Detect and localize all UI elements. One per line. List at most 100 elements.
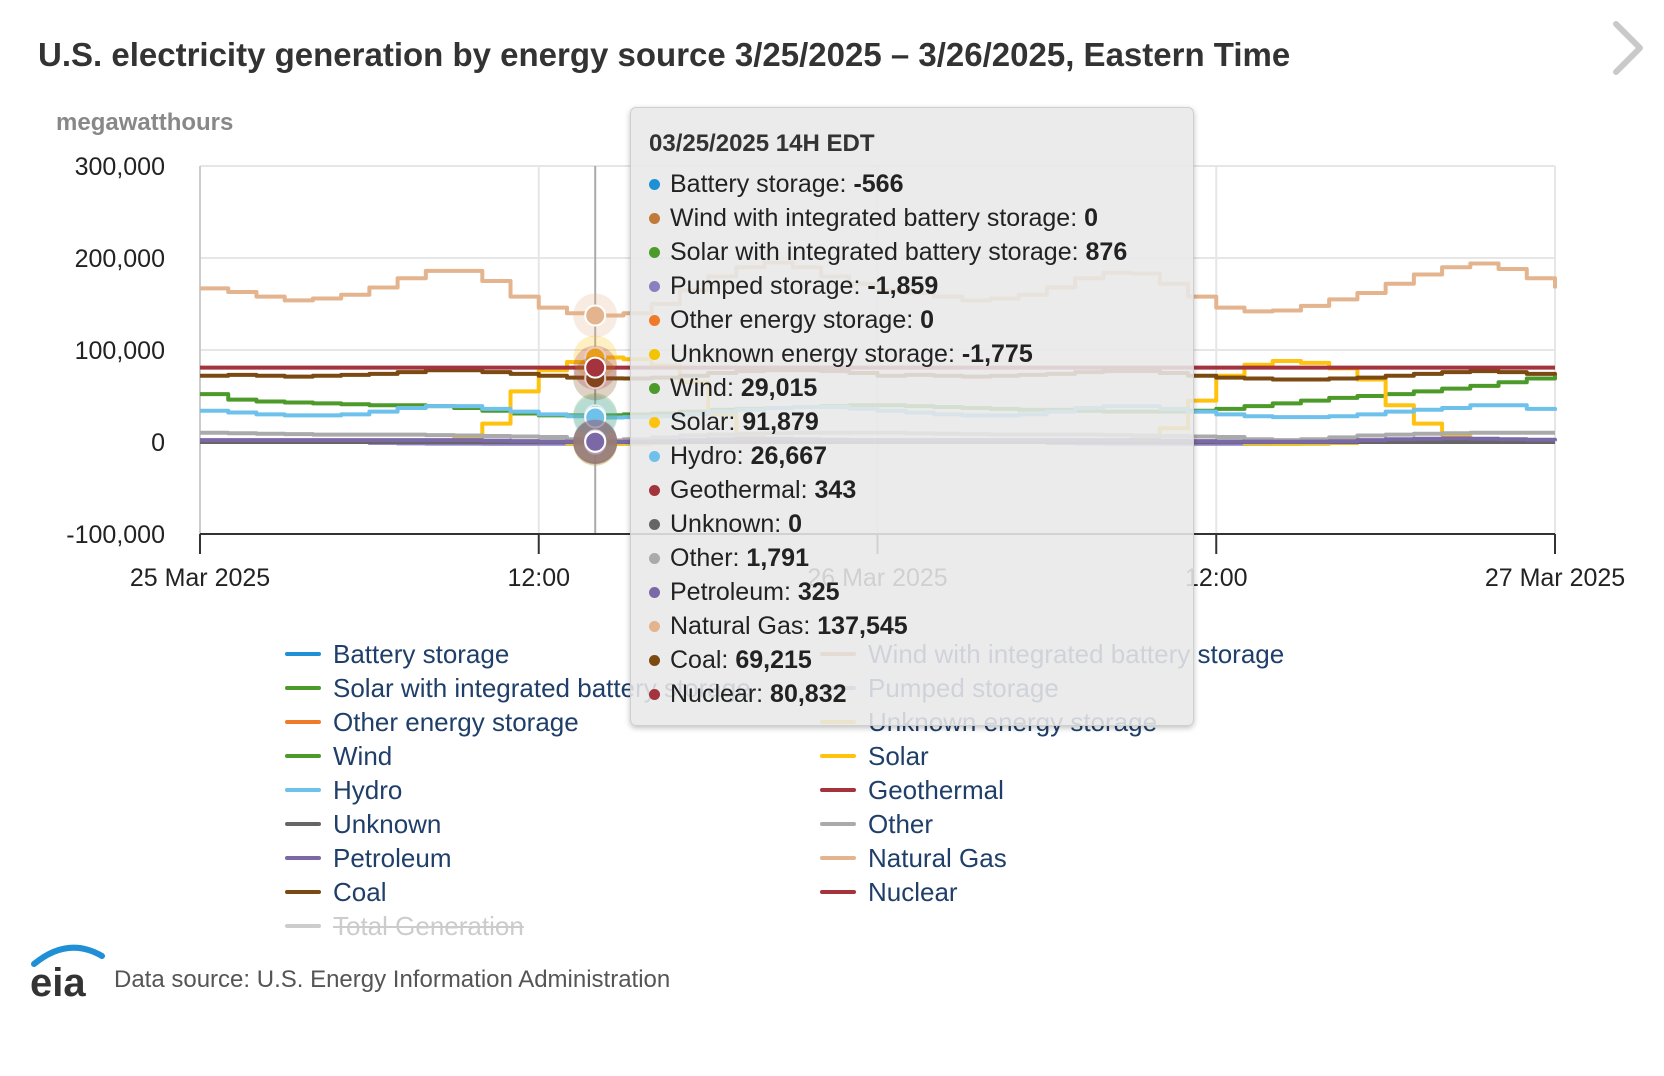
hover-marker-hydro xyxy=(573,395,618,440)
chart-title: U.S. electricity generation by energy so… xyxy=(38,36,1291,73)
chevron-right-icon[interactable] xyxy=(1598,18,1658,78)
legend-label: Nuclear xyxy=(868,876,958,907)
tooltip-dot-icon xyxy=(649,621,660,632)
tooltip-row: Natural Gas: 137,545 xyxy=(649,612,908,641)
tooltip-dot-icon xyxy=(649,451,660,462)
tooltip-dot-icon xyxy=(649,485,660,496)
legend-item-total-generation[interactable]: Total Generation xyxy=(285,910,524,942)
tooltip-dot-icon xyxy=(649,383,660,394)
tooltip-row: Geothermal: 343 xyxy=(649,476,856,505)
tooltip-value: 0 xyxy=(788,510,803,538)
legend-label: Wind xyxy=(333,740,393,771)
tooltip-row: Unknown energy storage: -1,775 xyxy=(649,340,1033,369)
tooltip-value: -1,775 xyxy=(961,340,1033,368)
tooltip-row: Wind with integrated battery storage: 0 xyxy=(649,204,1098,233)
legend-item-petroleum[interactable]: Petroleum xyxy=(285,842,452,874)
legend-swatch xyxy=(285,822,321,826)
tooltip-value: 343 xyxy=(814,476,857,504)
legend-swatch xyxy=(285,788,321,792)
tooltip-row: Coal: 69,215 xyxy=(649,646,812,675)
tooltip-label: Unknown energy storage: xyxy=(670,340,962,368)
tooltip-label: Unknown: xyxy=(670,510,789,538)
y-tick-label: 100,000 xyxy=(75,337,165,365)
legend-swatch xyxy=(820,856,856,860)
tooltip-dot-icon xyxy=(649,519,660,530)
tooltip-row: Solar with integrated battery storage: 8… xyxy=(649,238,1127,267)
x-tick-label: 12:00 xyxy=(1185,564,1248,592)
tooltip-value: 876 xyxy=(1085,238,1128,266)
legend-item-hydro[interactable]: Hydro xyxy=(285,774,402,806)
legend-label: Total Generation xyxy=(333,910,524,941)
tooltip-value: 69,215 xyxy=(735,646,812,674)
hover-markers xyxy=(573,293,618,466)
legend-item-wind[interactable]: Wind xyxy=(285,740,392,772)
tooltip-row: Nuclear: 80,832 xyxy=(649,680,847,709)
tooltip-label: Petroleum: xyxy=(670,578,798,606)
tooltip-value: 1,791 xyxy=(746,544,809,572)
legend-item-geothermal[interactable]: Geothermal xyxy=(820,774,1004,806)
tooltip-value: 137,545 xyxy=(817,612,908,640)
legend-item-coal[interactable]: Coal xyxy=(285,876,386,908)
tooltip-label: Natural Gas: xyxy=(670,612,818,640)
tooltip-value: 26,667 xyxy=(750,442,828,470)
hover-marker-natural-gas xyxy=(573,293,618,338)
tooltip-row: Other: 1,791 xyxy=(649,544,809,573)
legend-swatch xyxy=(285,686,321,690)
tooltip-row: Wind: 29,015 xyxy=(649,374,817,403)
legend-item-nuclear[interactable]: Nuclear xyxy=(820,876,958,908)
tooltip-row: Hydro: 26,667 xyxy=(649,442,827,471)
tooltip-value: 0 xyxy=(1084,204,1099,232)
legend-item-natural-gas[interactable]: Natural Gas xyxy=(820,842,1007,874)
tooltip-value: 91,879 xyxy=(742,408,819,436)
tooltip-label: Coal: xyxy=(670,646,736,674)
tooltip-dot-icon xyxy=(649,553,660,564)
footer: eia Data source: U.S. Energy Information… xyxy=(28,938,670,1000)
tooltip-label: Hydro: xyxy=(670,442,751,470)
legend-item-other[interactable]: Other xyxy=(820,808,933,840)
tooltip-value: 0 xyxy=(920,306,935,334)
tooltip-dot-icon xyxy=(649,349,660,360)
tooltip-label: Wind: xyxy=(670,374,741,402)
tooltip-label: Battery storage: xyxy=(670,170,854,198)
data-source-text: Data source: U.S. Energy Information Adm… xyxy=(114,966,671,993)
y-tick-label: 0 xyxy=(151,429,165,457)
legend-label: Hydro xyxy=(333,774,403,805)
tooltip-label: Wind with integrated battery storage: xyxy=(670,204,1085,232)
y-axis-title: megawatthours xyxy=(56,109,233,136)
legend-swatch xyxy=(820,822,856,826)
legend-swatch xyxy=(820,788,856,792)
eia-logo: eia xyxy=(30,944,105,1000)
legend-label: Petroleum xyxy=(333,842,452,873)
legend-swatch xyxy=(285,720,321,724)
legend-swatch xyxy=(285,856,321,860)
tooltip-row: Other energy storage: 0 xyxy=(649,306,934,335)
legend-swatch xyxy=(285,754,321,758)
tooltip-value: 325 xyxy=(797,578,840,606)
x-tick-label: 25 Mar 2025 xyxy=(130,564,270,592)
y-tick-label: 200,000 xyxy=(75,245,165,273)
legend-item-solar[interactable]: Solar xyxy=(820,740,929,772)
legend-item-unknown[interactable]: Unknown xyxy=(285,808,441,840)
y-tick-label: 300,000 xyxy=(75,153,165,181)
tooltip-row: Battery storage: -566 xyxy=(649,170,903,199)
tooltip-dot-icon xyxy=(649,247,660,258)
tooltip-row: Pumped storage: -1,859 xyxy=(649,272,938,301)
tooltip-value: -566 xyxy=(853,170,904,198)
legend-swatch xyxy=(285,890,321,894)
tooltip-dot-icon xyxy=(649,587,660,598)
tooltip-dot-icon xyxy=(649,689,660,700)
tooltip-dot-icon xyxy=(649,179,660,190)
tooltip-value: -1,859 xyxy=(867,272,939,300)
legend-item-battery-storage[interactable]: Battery storage xyxy=(285,638,509,670)
tooltip-row: Petroleum: 325 xyxy=(649,578,840,607)
tooltip: 03/25/2025 14H EDT Battery storage: -566… xyxy=(630,107,1194,726)
hover-marker-nuclear xyxy=(573,345,618,390)
legend-item-other-energy-storage[interactable]: Other energy storage xyxy=(285,706,579,738)
legend-label: Natural Gas xyxy=(868,842,1007,873)
tooltip-label: Solar with integrated battery storage: xyxy=(670,238,1086,266)
tooltip-label: Other energy storage: xyxy=(670,306,921,334)
tooltip-dot-icon xyxy=(649,417,660,428)
legend-label: Geothermal xyxy=(868,774,1004,805)
tooltip-label: Other: xyxy=(670,544,747,572)
legend-label: Battery storage xyxy=(333,638,510,669)
